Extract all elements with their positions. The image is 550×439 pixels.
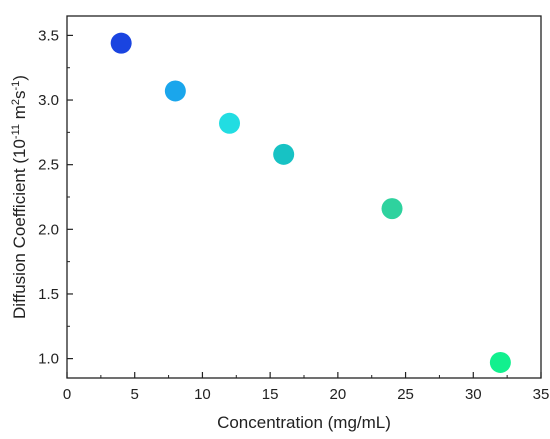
data-points: [110, 32, 511, 373]
plot-frame: [66, 15, 542, 379]
y-tick-label: 2.0: [38, 221, 59, 238]
x-tick-label: 5: [131, 386, 139, 403]
x-tick-label: 10: [194, 386, 211, 403]
y-tick-label: 2.5: [38, 157, 59, 174]
y-tick-label: 3.5: [38, 27, 59, 44]
x-axis-ticks: 0 5 10 15 20 25 30 35: [63, 372, 550, 403]
data-point: [489, 351, 511, 373]
data-point: [381, 198, 403, 220]
y-tick-label: 1.5: [38, 286, 59, 303]
x-tick-label: 25: [397, 386, 414, 403]
y-axis-title-exp1: -11: [10, 124, 22, 139]
x-tick-label: 15: [262, 386, 279, 403]
y-axis-ticks: 1.0 1.5 2.0 2.5 3.0 3.5: [38, 27, 73, 368]
x-tick-label: 30: [465, 386, 482, 403]
y-axis-title-mid2: s: [10, 90, 29, 99]
y-axis-title-main: Diffusion Coefficient (10: [10, 139, 29, 319]
y-tick-label: 3.0: [38, 92, 59, 109]
data-point: [110, 32, 132, 54]
data-point: [219, 112, 241, 134]
x-axis-title: Concentration (mg/mL): [217, 413, 391, 432]
y-axis-title: Diffusion Coefficient (10-11 m2s-1): [10, 75, 29, 319]
y-axis-title-exp2: 2: [10, 99, 22, 105]
x-tick-label: 0: [63, 386, 71, 403]
y-tick-label: 1.0: [38, 351, 59, 368]
data-point: [273, 143, 295, 165]
y-axis-title-end: ): [10, 75, 29, 81]
data-point: [164, 80, 186, 102]
x-tick-label: 35: [533, 386, 550, 403]
y-axis-title-mid: m: [10, 105, 29, 124]
y-axis-title-exp3: -1: [10, 81, 22, 91]
x-tick-label: 20: [330, 386, 347, 403]
